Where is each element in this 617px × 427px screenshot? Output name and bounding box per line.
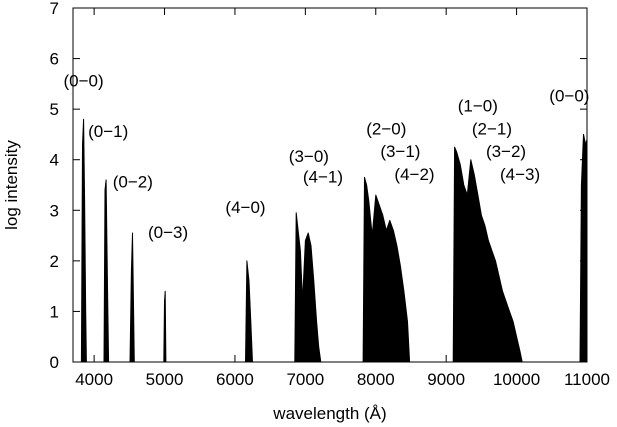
y-tick-label: 5 bbox=[50, 100, 59, 119]
y-tick-label: 7 bbox=[50, 0, 59, 18]
spectrum-series-0 bbox=[72, 118, 588, 363]
y-axis: 0 1 2 3 4 5 6 7 bbox=[50, 0, 587, 372]
band-label: (3−2) bbox=[486, 142, 526, 161]
band-label: (0−3) bbox=[148, 223, 188, 242]
y-axis-label: log intensity bbox=[2, 140, 21, 230]
x-tick-label: 10000 bbox=[493, 370, 540, 389]
x-axis-label: wavelength (Å) bbox=[272, 404, 386, 423]
x-tick-label: 9000 bbox=[427, 370, 465, 389]
band-label: (0−0) bbox=[549, 87, 589, 106]
band-label: (2−1) bbox=[472, 119, 512, 138]
chart-marks bbox=[72, 118, 588, 363]
band-labels: (0−0) (0−1) (0−2) (0−3) (4−0) (3−0)(4−1) (2−0)… bbox=[63, 71, 589, 242]
band-label: (4−3) bbox=[500, 165, 540, 184]
band-label: (0−2) bbox=[113, 173, 153, 192]
band-label: (4−1) bbox=[303, 167, 343, 186]
x-tick-label: 4000 bbox=[75, 370, 113, 389]
x-tick-label: 7000 bbox=[286, 370, 324, 389]
y-tick-label: 2 bbox=[50, 252, 59, 271]
y-tick-label: 3 bbox=[50, 201, 59, 220]
y-tick-label: 0 bbox=[50, 353, 59, 372]
band-label: (0−0) bbox=[63, 71, 103, 90]
x-tick-label: 6000 bbox=[216, 370, 254, 389]
band-label: (1−0) bbox=[458, 97, 498, 116]
band-label: (3−0) bbox=[289, 147, 329, 166]
plot-frame bbox=[72, 7, 588, 363]
x-tick-label: 8000 bbox=[357, 370, 395, 389]
y-tick-label: 1 bbox=[50, 302, 59, 321]
y-tick-label: 6 bbox=[50, 50, 59, 69]
band-label: (4−0) bbox=[225, 198, 265, 217]
band-label: (4−2) bbox=[394, 165, 434, 184]
band-label: (3−1) bbox=[380, 142, 420, 161]
x-tick-label: 11000 bbox=[564, 370, 610, 389]
y-tick-label: 4 bbox=[50, 151, 59, 170]
x-tick-label: 5000 bbox=[146, 370, 184, 389]
band-label: (0−1) bbox=[88, 122, 128, 141]
x-axis: 4000 5000 6000 7000 8000 9000 10000 11000 bbox=[75, 8, 610, 389]
band-label: (2−0) bbox=[366, 119, 406, 138]
